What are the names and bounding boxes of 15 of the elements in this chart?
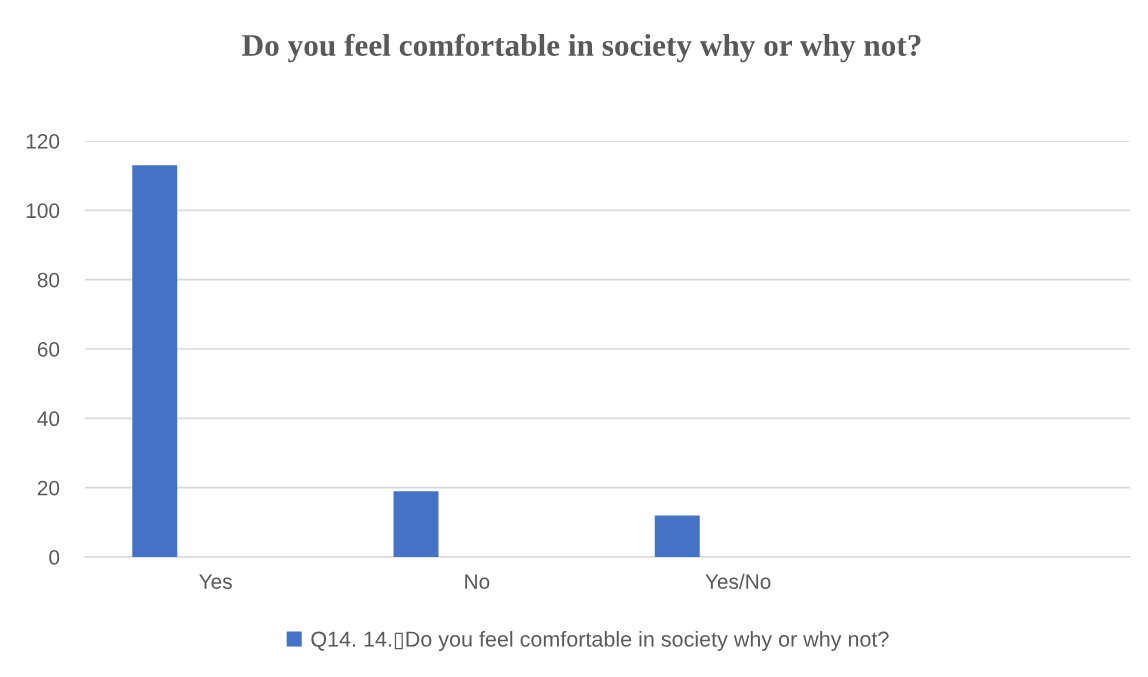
y-tick-label: 120 <box>26 134 60 149</box>
x-tick-label: No <box>465 574 490 589</box>
bar <box>393 491 439 557</box>
y-tick-label: 20 <box>37 480 60 496</box>
y-tick-label: 40 <box>37 411 60 427</box>
bar <box>654 515 700 557</box>
y-tick-label: 60 <box>37 342 60 357</box>
chart-title: Do you feel comfortable in society why or why not? <box>242 33 921 63</box>
y-tick-label: 0 <box>49 550 60 565</box>
y-tick-label: 100 <box>26 203 60 219</box>
x-tick-label: Yes/No <box>705 573 771 589</box>
bar <box>132 165 178 557</box>
y-tick-label: 80 <box>37 272 60 288</box>
x-tick-label: Yes <box>199 574 232 589</box>
legend-label: Q14. 14.▯Do you feel comfortable in society why or why not? <box>311 630 889 652</box>
